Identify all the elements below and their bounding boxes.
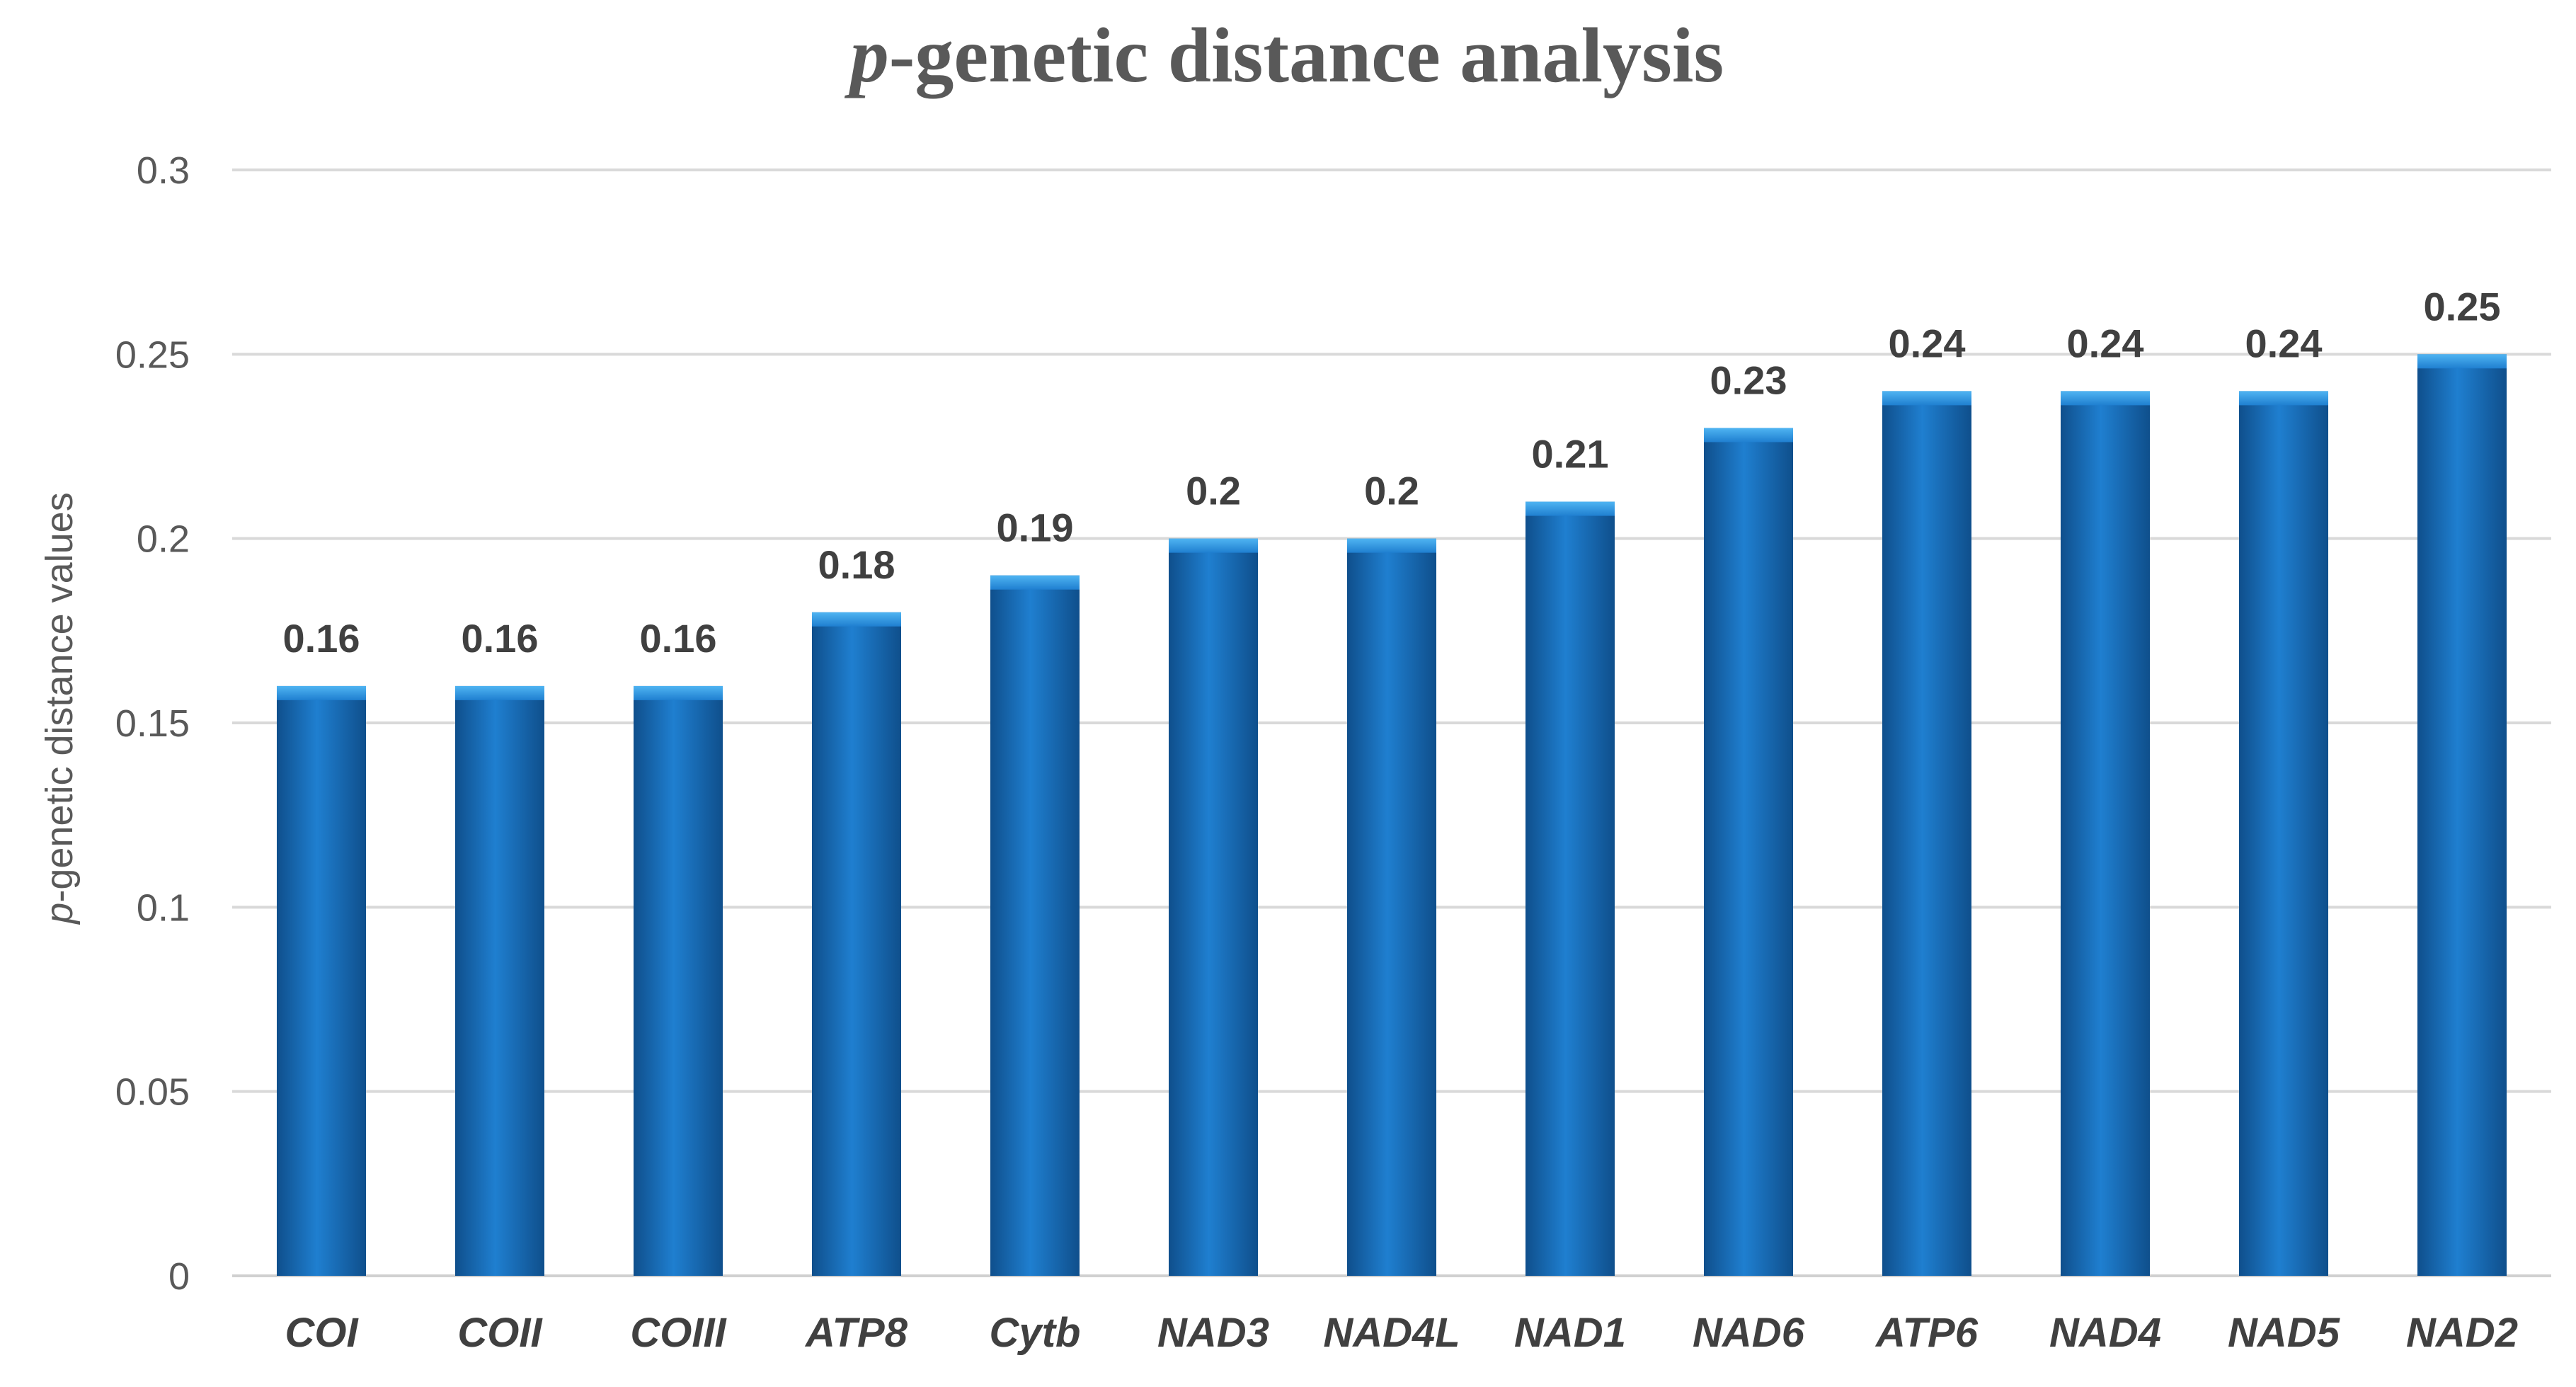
bar-atp6 xyxy=(1882,391,1971,1276)
data-label: 0.16 xyxy=(462,616,539,661)
bar-coii xyxy=(455,685,544,1276)
y-axis-label: p-genetic distance values xyxy=(38,492,81,925)
x-tick-label: NAD4 xyxy=(2049,1310,2161,1356)
bar-cap-coii xyxy=(455,685,544,700)
y-tick-labels: 0 0.05 0.1 0.15 0.2 0.25 0.3 xyxy=(115,149,190,1298)
bar-nad4 xyxy=(2061,391,2150,1276)
bar-cap-nad3 xyxy=(1169,538,1258,553)
data-label: 0.24 xyxy=(1889,321,1966,365)
bar-nad5 xyxy=(2239,391,2328,1276)
x-tick-label: COI xyxy=(285,1310,359,1356)
bar-cap-coiii xyxy=(634,685,723,700)
data-label: 0.19 xyxy=(997,506,1074,550)
data-labels: 0.16 0.16 0.16 0.18 0.19 0.2 0.2 0.21 0.23 0.24 0.… xyxy=(283,284,2501,661)
bar-nad4l xyxy=(1347,538,1436,1276)
y-tick-label: 0.25 xyxy=(115,333,190,376)
x-tick-labels: COI COII COIII ATP8 Cytb NAD3 NAD4L NAD1 NAD6 ATP… xyxy=(285,1310,2518,1356)
x-tick-label: NAD4L xyxy=(1323,1310,1460,1356)
bar-cap-nad4 xyxy=(2061,391,2150,406)
bar-cap-cytb xyxy=(990,575,1080,590)
data-label: 0.16 xyxy=(640,616,717,661)
y-tick-label: 0.05 xyxy=(115,1071,190,1114)
bar-cap-nad6 xyxy=(1704,428,1793,443)
data-label: 0.21 xyxy=(1532,432,1609,476)
x-tick-label: ATP8 xyxy=(804,1310,908,1356)
bar-cytb xyxy=(990,575,1080,1276)
x-tick-label: NAD6 xyxy=(1693,1310,1805,1356)
data-label: 0.16 xyxy=(283,616,360,661)
bar-cap-nad1 xyxy=(1525,501,1615,516)
y-tick-label: 0.2 xyxy=(137,518,190,561)
bar-coiii xyxy=(634,685,723,1276)
x-tick-label: ATP6 xyxy=(1874,1310,1979,1356)
data-label: 0.2 xyxy=(1364,469,1419,513)
y-tick-label: 0.3 xyxy=(137,149,190,192)
bar-nad1 xyxy=(1525,501,1615,1276)
data-label: 0.24 xyxy=(2067,321,2144,365)
y-tick-label: 0.1 xyxy=(137,886,190,929)
x-tick-label: COII xyxy=(457,1310,543,1356)
data-label: 0.25 xyxy=(2424,284,2501,329)
bars xyxy=(277,354,2507,1276)
x-tick-label: NAD1 xyxy=(1514,1310,1626,1356)
bar-cap-nad5 xyxy=(2239,391,2328,406)
x-tick-label: NAD5 xyxy=(2228,1310,2340,1356)
y-tick-label: 0.15 xyxy=(115,702,190,745)
data-label: 0.24 xyxy=(2245,321,2323,365)
data-label: 0.18 xyxy=(818,542,895,587)
x-tick-label: Cytb xyxy=(990,1310,1081,1356)
bar-cap-nad4l xyxy=(1347,538,1436,553)
data-label: 0.2 xyxy=(1186,469,1241,513)
bar-cap-atp8 xyxy=(812,612,901,627)
bar-cap-coi xyxy=(277,685,366,700)
bar-nad3 xyxy=(1169,538,1258,1276)
chart-title: p-genetic distance analysis xyxy=(845,12,1724,98)
bar-atp8 xyxy=(812,612,901,1276)
bar-nad2 xyxy=(2417,354,2507,1276)
x-tick-label: NAD3 xyxy=(1157,1310,1269,1356)
data-label: 0.23 xyxy=(1710,358,1787,402)
x-tick-label: COIII xyxy=(630,1310,727,1356)
bar-cap-nad2 xyxy=(2417,354,2507,369)
bar-nad6 xyxy=(1704,428,1793,1276)
bar-coi xyxy=(277,685,366,1276)
y-tick-label: 0 xyxy=(168,1255,190,1298)
bar-cap-atp6 xyxy=(1882,391,1971,406)
x-tick-label: NAD2 xyxy=(2406,1310,2518,1356)
